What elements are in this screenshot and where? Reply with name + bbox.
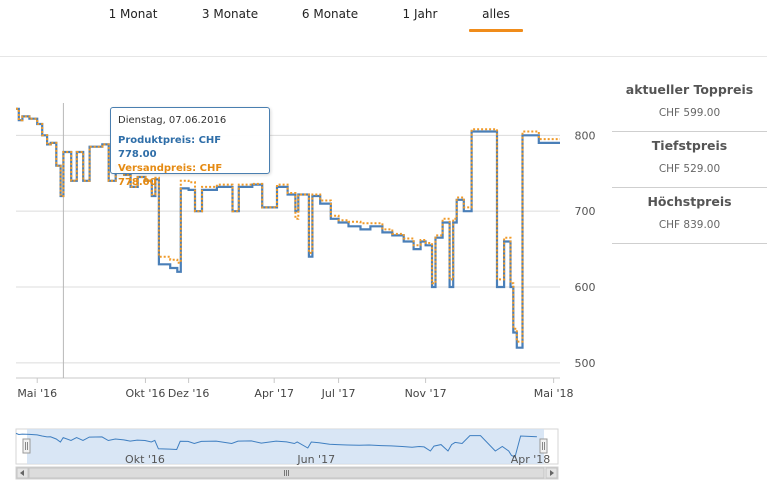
navigator-selection	[27, 429, 544, 464]
x-tick-label: Okt '16	[126, 387, 166, 400]
x-tick-label: Mai '16	[17, 387, 57, 400]
x-tick-label: Nov '17	[405, 387, 447, 400]
navigator-tick-label: Jun '17	[296, 453, 335, 466]
tab-6-monate[interactable]: 6 Monate	[294, 6, 366, 32]
range-tabs: 1 Monat 3 Monate 6 Monate 1 Jahr alles	[0, 0, 767, 57]
arrow-right-icon	[550, 470, 554, 476]
series-lines	[16, 107, 560, 349]
navigator-series	[15, 432, 537, 458]
y-tick-label: 600	[575, 281, 596, 294]
tooltip-produktpreis: Produktpreis: CHF 778.00	[118, 134, 262, 162]
y-axis: 500 600 700 800	[575, 129, 596, 370]
price-tooltip: Dienstag, 07.06.2016 Produktpreis: CHF 7…	[110, 107, 270, 188]
stat-label: Tiefstpreis	[651, 138, 728, 153]
stat-current-top-price: aktueller Toppreis CHF 599.00	[612, 76, 767, 132]
tab-label: 6 Monate	[301, 7, 359, 21]
tooltip-versandpreis: Versandpreis: CHF 778.00	[118, 162, 262, 190]
stat-value: CHF 599.00	[658, 107, 721, 119]
tab-alles[interactable]: alles	[469, 6, 523, 32]
x-tick-label: Jul '17	[321, 387, 356, 400]
price-stats: aktueller Toppreis CHF 599.00 Tiefstprei…	[612, 76, 767, 244]
stat-label: aktueller Toppreis	[625, 82, 754, 97]
tooltip-produktpreis-label: Produktpreis:	[118, 135, 196, 146]
tooltip-date: Dienstag, 07.06.2016	[118, 115, 227, 126]
tab-1-jahr[interactable]: 1 Jahr	[394, 6, 446, 32]
y-tick-label: 700	[575, 205, 596, 218]
tab-label: 1 Monat	[108, 7, 158, 21]
tooltip-produktpreis-value: CHF 778.00	[118, 135, 222, 160]
grid-lines	[16, 134, 560, 364]
navigator-tick-label: Okt '16	[125, 453, 165, 466]
tooltip-versandpreis-value: CHF 778.00	[118, 163, 223, 188]
navigator-handle-left	[22, 438, 31, 454]
y-tick-label: 800	[575, 129, 596, 142]
y-tick-label: 500	[575, 357, 596, 370]
x-tick-label: Apr '17	[254, 387, 294, 400]
tab-label: 3 Monate	[201, 7, 259, 21]
tab-3-monate[interactable]: 3 Monate	[194, 6, 266, 32]
series-produktpreis	[16, 107, 560, 349]
x-axis: Mai '16 Okt '16 Dez '16 Apr '17 Jul '17 Nov '…	[16, 377, 574, 400]
tab-label: alles	[482, 7, 510, 21]
tab-1-monat[interactable]: 1 Monat	[100, 6, 166, 32]
series-versandpreis	[16, 107, 560, 343]
tab-label: 1 Jahr	[402, 7, 438, 21]
x-tick-label: Dez '16	[168, 387, 210, 400]
stat-value: CHF 839.00	[658, 219, 721, 231]
stat-highest-price: Höchstpreis CHF 839.00	[612, 188, 767, 244]
stat-label: Höchstpreis	[647, 194, 732, 209]
arrow-left-icon	[20, 470, 24, 476]
navigator-handle-right	[539, 438, 548, 454]
navigator[interactable]: Okt '16 Jun '17 Apr '18	[15, 428, 559, 480]
stat-value: CHF 529.00	[658, 163, 721, 175]
tooltip-versandpreis-label: Versandpreis:	[118, 163, 197, 174]
x-tick-label: Mai '18	[534, 387, 574, 400]
navigator-tick-label: Apr '18	[511, 453, 551, 466]
stat-lowest-price: Tiefstpreis CHF 529.00	[612, 132, 767, 188]
